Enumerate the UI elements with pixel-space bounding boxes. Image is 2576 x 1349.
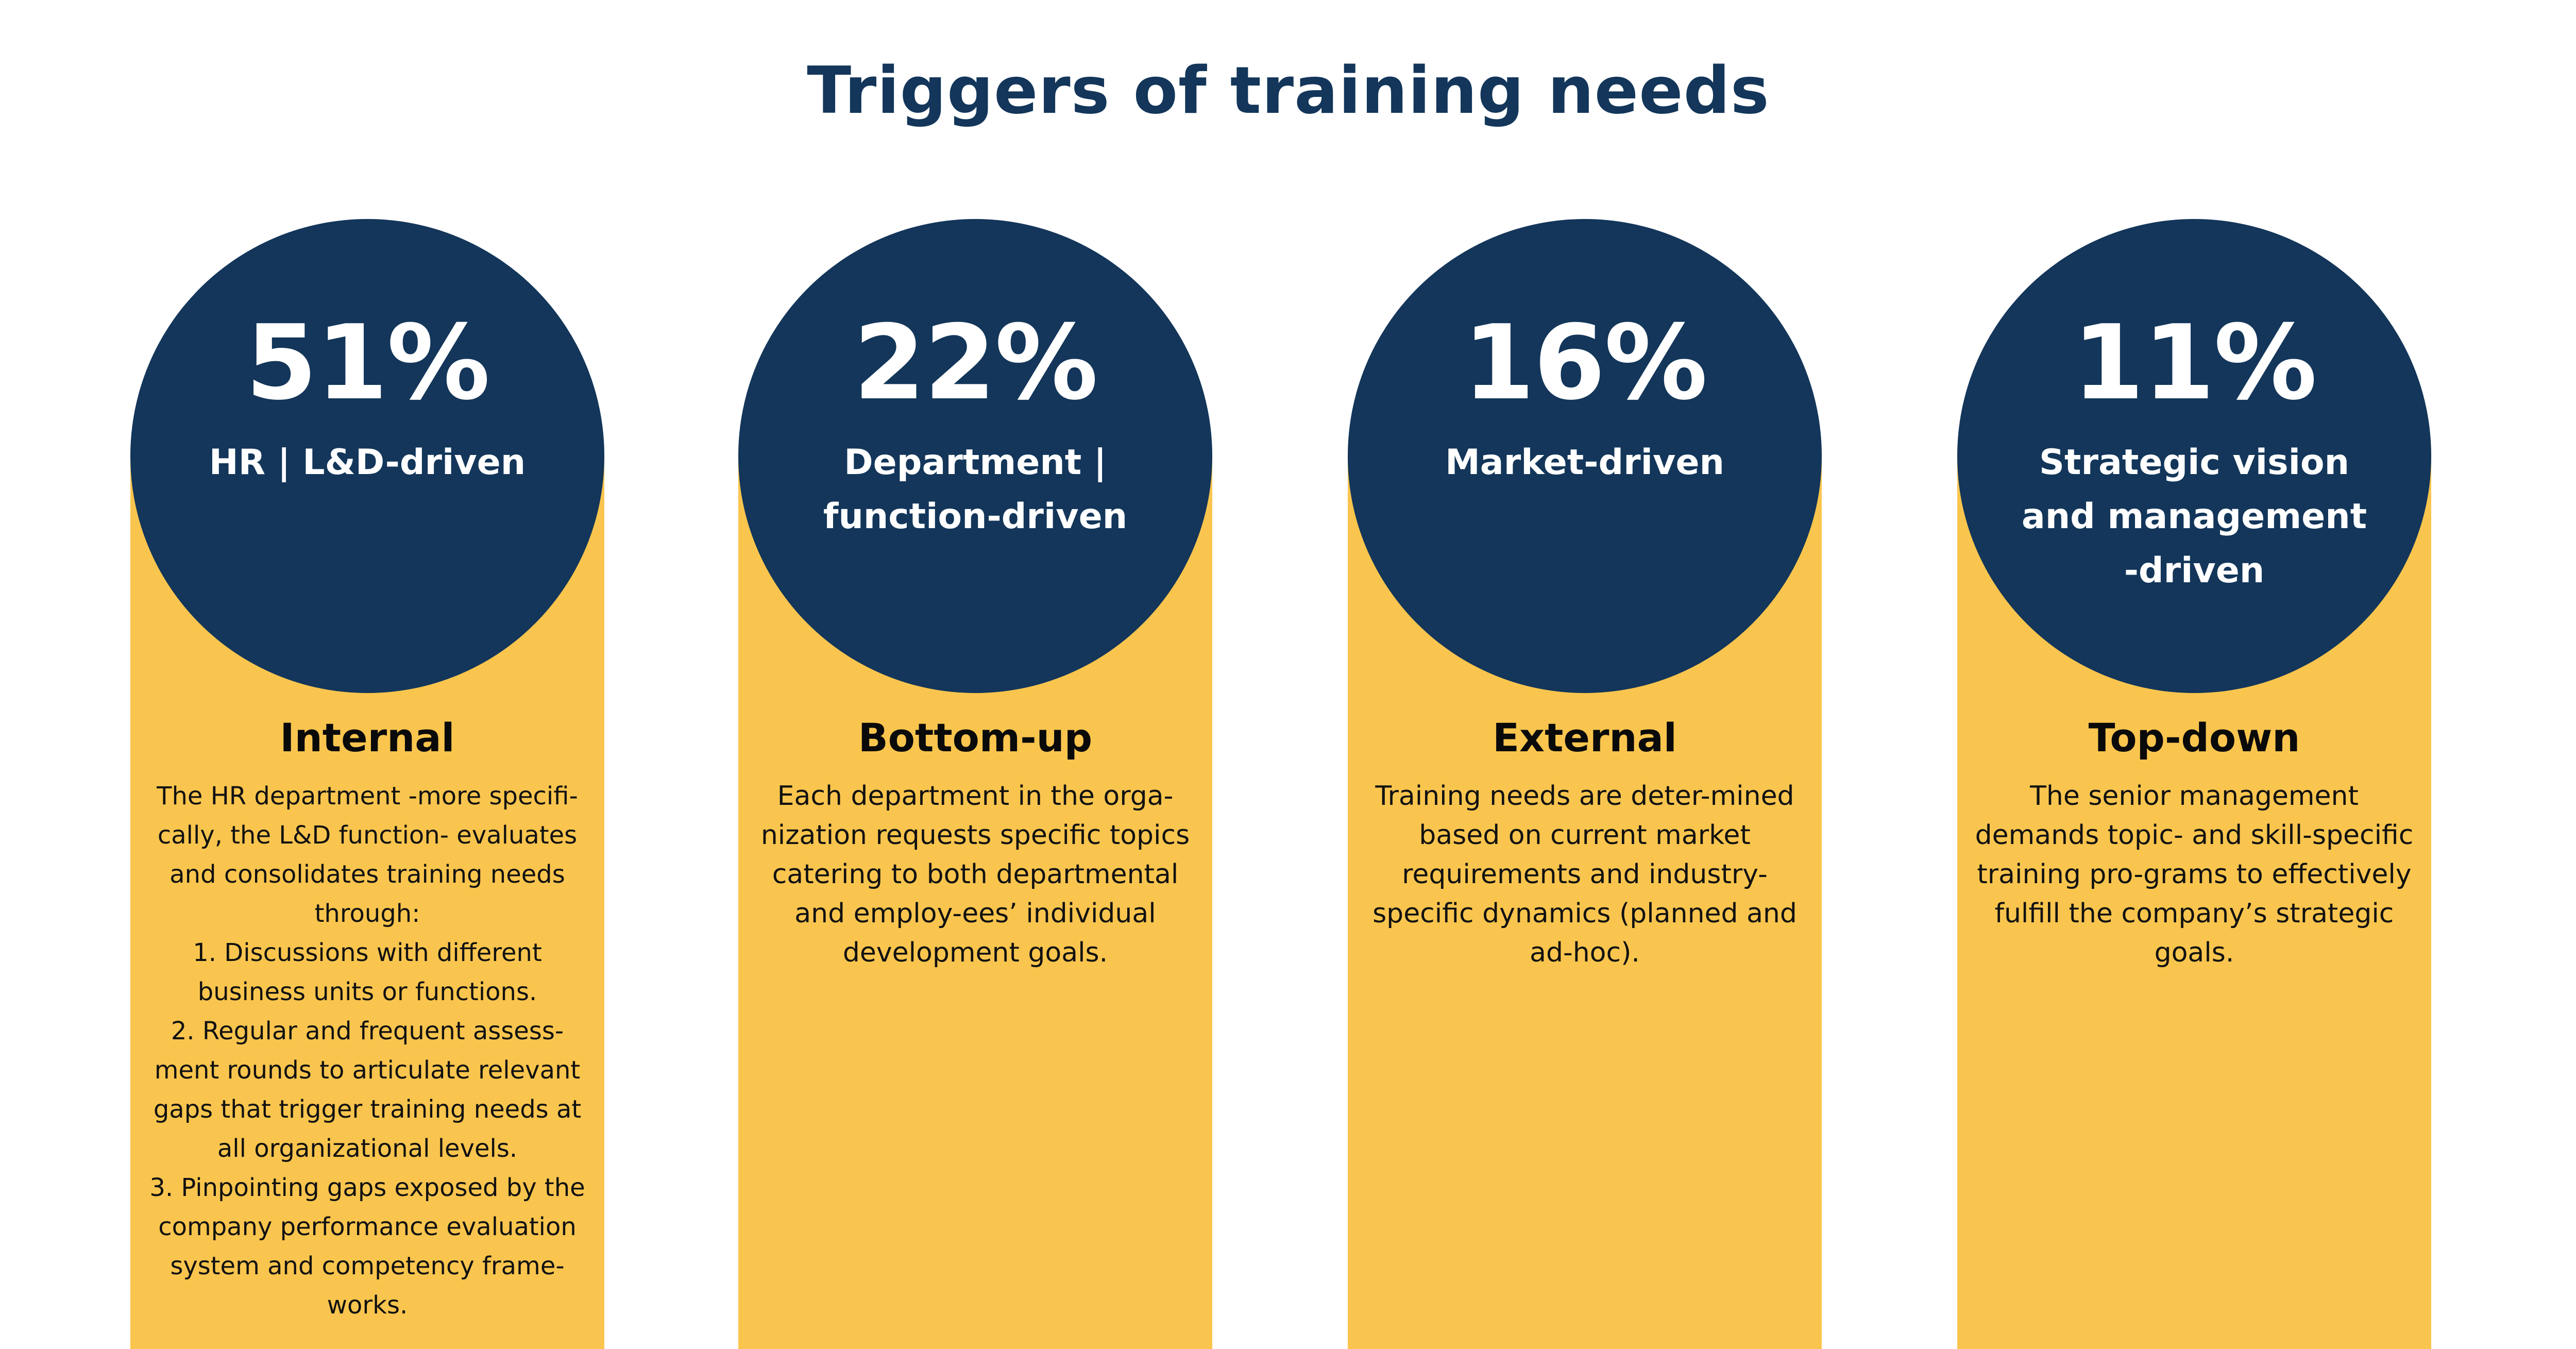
- card-heading: Bottom-up: [858, 715, 1093, 761]
- percent-label: 11%: [2072, 303, 2317, 423]
- value-circle: 16% Market-driven: [1348, 219, 1822, 693]
- percent-label: 51%: [245, 303, 490, 423]
- card-description: Training needs are deter-mined based on …: [1372, 781, 1797, 968]
- chart-title: Triggers of training needs: [807, 53, 1770, 128]
- percent-label: 22%: [853, 303, 1098, 423]
- card-internal: 51% HR | L&D-driven Internal The HR depa…: [130, 219, 604, 1349]
- value-circle: 11% Strategic vision and management -dri…: [1957, 219, 2431, 693]
- card-external: 16% Market-driven External Training need…: [1348, 219, 1822, 1349]
- card-description: Each department in the orga-nization req…: [760, 781, 1190, 968]
- driver-label: Strategic vision and management -driven: [2021, 442, 2367, 591]
- driver-label: HR | L&D-driven: [209, 442, 526, 483]
- value-circle: 22% Department | function-driven: [738, 219, 1212, 693]
- card-bottom-up: 22% Department | function-driven Bottom-…: [738, 219, 1212, 1349]
- card-heading: Top-down: [2088, 715, 2300, 761]
- card-description: The senior management demands topic- and…: [1975, 781, 2414, 968]
- driver-label: Market-driven: [1445, 442, 1724, 483]
- percent-label: 16%: [1463, 303, 1708, 423]
- card-heading: External: [1493, 715, 1677, 761]
- driver-label: Department | function-driven: [823, 442, 1128, 537]
- card-heading: Internal: [280, 715, 455, 761]
- value-circle: 51% HR | L&D-driven: [130, 219, 604, 693]
- card-top-down: 11% Strategic vision and management -dri…: [1957, 219, 2431, 1349]
- card-description: The HR department -more specifi-cally, t…: [149, 782, 585, 1320]
